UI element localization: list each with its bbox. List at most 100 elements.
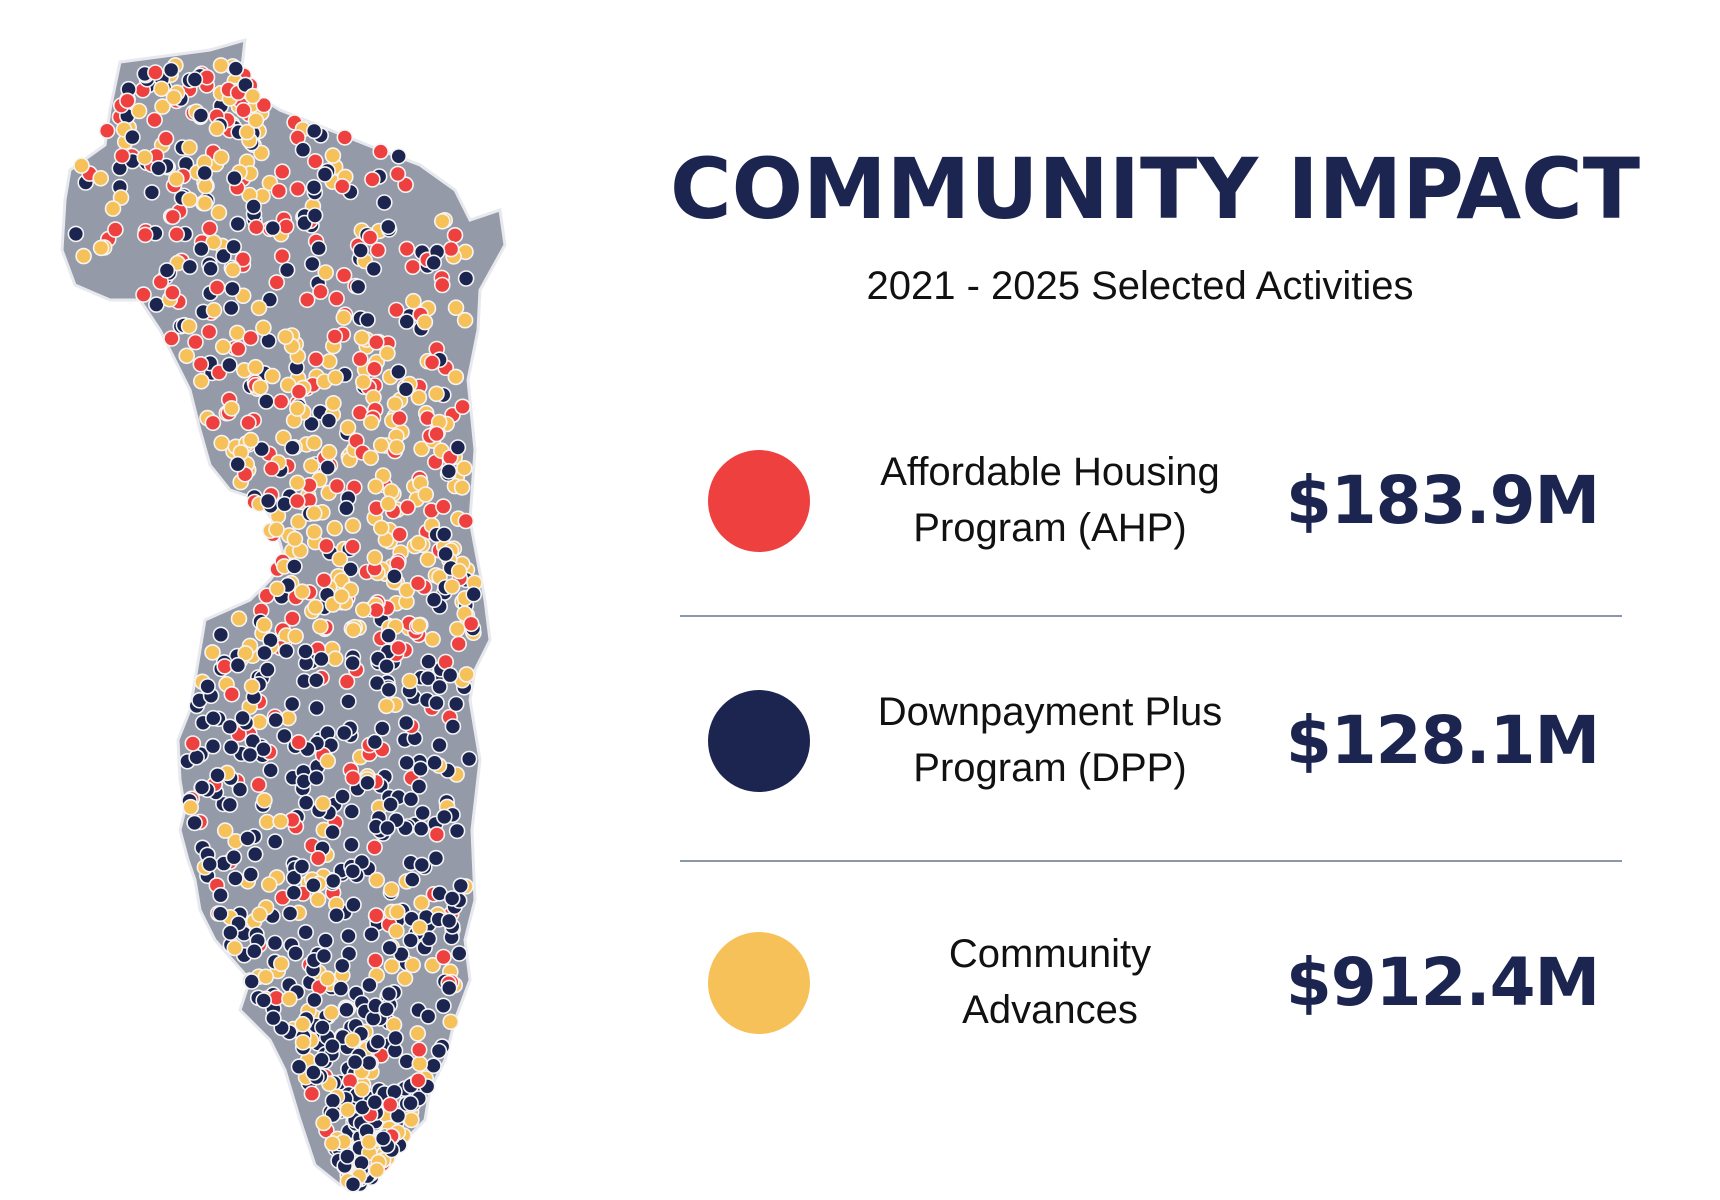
activity-marker[interactable] bbox=[353, 1081, 371, 1098]
activity-marker[interactable] bbox=[369, 241, 387, 259]
activity-marker[interactable] bbox=[440, 912, 458, 930]
activity-marker[interactable] bbox=[457, 270, 475, 287]
activity-marker[interactable] bbox=[454, 398, 471, 416]
activity-marker[interactable] bbox=[266, 934, 284, 952]
activity-marker[interactable] bbox=[401, 672, 419, 690]
activity-marker[interactable] bbox=[92, 239, 110, 257]
activity-marker[interactable] bbox=[346, 1053, 364, 1071]
activity-marker[interactable] bbox=[386, 567, 403, 585]
activity-marker[interactable] bbox=[266, 833, 284, 850]
activity-marker[interactable] bbox=[303, 1085, 321, 1102]
activity-marker[interactable] bbox=[262, 761, 280, 779]
activity-marker[interactable] bbox=[240, 414, 257, 432]
activity-marker[interactable] bbox=[225, 238, 242, 256]
activity-marker[interactable] bbox=[433, 213, 451, 230]
activity-marker[interactable] bbox=[259, 661, 276, 678]
activity-marker[interactable] bbox=[257, 393, 275, 410]
activity-marker[interactable] bbox=[378, 1000, 396, 1018]
activity-marker[interactable] bbox=[308, 769, 325, 787]
activity-marker[interactable] bbox=[290, 383, 308, 400]
activity-marker[interactable] bbox=[230, 610, 248, 628]
activity-marker[interactable] bbox=[293, 583, 311, 601]
activity-marker[interactable] bbox=[294, 1034, 312, 1051]
activity-marker[interactable] bbox=[447, 368, 465, 386]
activity-marker[interactable] bbox=[345, 896, 362, 914]
activity-marker[interactable] bbox=[410, 778, 428, 795]
activity-marker[interactable] bbox=[264, 367, 281, 385]
activity-marker[interactable] bbox=[284, 439, 301, 457]
activity-marker[interactable] bbox=[73, 157, 90, 174]
activity-marker[interactable] bbox=[363, 925, 380, 943]
activity-marker[interactable] bbox=[414, 804, 432, 822]
activity-marker[interactable] bbox=[313, 1051, 330, 1068]
activity-marker[interactable] bbox=[75, 247, 92, 265]
activity-marker[interactable] bbox=[154, 98, 171, 115]
activity-marker[interactable] bbox=[67, 225, 85, 243]
activity-marker[interactable] bbox=[196, 164, 213, 182]
activity-marker[interactable] bbox=[388, 903, 406, 921]
activity-marker[interactable] bbox=[409, 1025, 427, 1042]
activity-marker[interactable] bbox=[130, 102, 148, 120]
activity-marker[interactable] bbox=[318, 537, 335, 555]
activity-marker[interactable] bbox=[366, 360, 383, 378]
activity-marker[interactable] bbox=[277, 642, 295, 660]
activity-marker[interactable] bbox=[372, 143, 390, 160]
activity-marker[interactable] bbox=[335, 266, 353, 284]
activity-marker[interactable] bbox=[297, 923, 315, 941]
activity-marker[interactable] bbox=[443, 578, 461, 595]
activity-marker[interactable] bbox=[327, 369, 344, 386]
activity-marker[interactable] bbox=[426, 754, 443, 772]
activity-marker[interactable] bbox=[390, 148, 408, 165]
activity-marker[interactable] bbox=[431, 678, 448, 696]
activity-marker[interactable] bbox=[460, 750, 478, 768]
activity-marker[interactable] bbox=[305, 876, 322, 894]
activity-marker[interactable] bbox=[255, 96, 273, 114]
activity-marker[interactable] bbox=[323, 1004, 340, 1022]
activity-marker[interactable] bbox=[215, 247, 232, 265]
activity-marker[interactable] bbox=[104, 200, 122, 217]
activity-marker[interactable] bbox=[209, 766, 226, 784]
activity-marker[interactable] bbox=[242, 329, 259, 347]
activity-marker[interactable] bbox=[270, 182, 288, 200]
activity-marker[interactable] bbox=[344, 517, 362, 534]
activity-marker[interactable] bbox=[367, 907, 385, 924]
activity-marker[interactable] bbox=[244, 87, 262, 105]
activity-marker[interactable] bbox=[427, 849, 445, 867]
activity-marker[interactable] bbox=[180, 317, 198, 335]
activity-marker[interactable] bbox=[402, 1094, 419, 1112]
activity-marker[interactable] bbox=[440, 979, 458, 997]
activity-marker[interactable] bbox=[257, 968, 275, 986]
activity-marker[interactable] bbox=[366, 839, 383, 856]
activity-marker[interactable] bbox=[153, 80, 170, 98]
activity-marker[interactable] bbox=[222, 924, 239, 942]
activity-marker[interactable] bbox=[324, 1037, 341, 1055]
activity-marker[interactable] bbox=[359, 774, 376, 792]
activity-marker[interactable] bbox=[303, 457, 320, 475]
activity-marker[interactable] bbox=[284, 610, 301, 627]
activity-marker[interactable] bbox=[272, 812, 289, 830]
activity-marker[interactable] bbox=[312, 618, 329, 635]
activity-marker[interactable] bbox=[411, 1055, 429, 1073]
activity-marker[interactable] bbox=[457, 512, 475, 530]
activity-marker[interactable] bbox=[452, 877, 470, 895]
activity-marker[interactable] bbox=[344, 1176, 362, 1193]
activity-marker[interactable] bbox=[360, 1133, 378, 1151]
activity-marker[interactable] bbox=[208, 279, 226, 296]
activity-marker[interactable] bbox=[225, 848, 243, 866]
activity-marker[interactable] bbox=[261, 291, 279, 308]
activity-marker[interactable] bbox=[374, 1130, 392, 1147]
activity-marker[interactable] bbox=[212, 905, 229, 923]
activity-marker[interactable] bbox=[305, 122, 323, 140]
activity-marker[interactable] bbox=[383, 957, 401, 975]
activity-marker[interactable] bbox=[223, 400, 240, 417]
activity-marker[interactable] bbox=[268, 521, 285, 538]
activity-marker[interactable] bbox=[216, 822, 234, 839]
activity-marker[interactable] bbox=[147, 64, 164, 81]
activity-marker[interactable] bbox=[443, 890, 461, 907]
activity-marker[interactable] bbox=[289, 180, 307, 198]
activity-marker[interactable] bbox=[277, 218, 295, 235]
activity-marker[interactable] bbox=[237, 645, 254, 662]
activity-marker[interactable] bbox=[305, 523, 323, 541]
activity-marker[interactable] bbox=[181, 191, 198, 209]
activity-marker[interactable] bbox=[428, 425, 445, 443]
